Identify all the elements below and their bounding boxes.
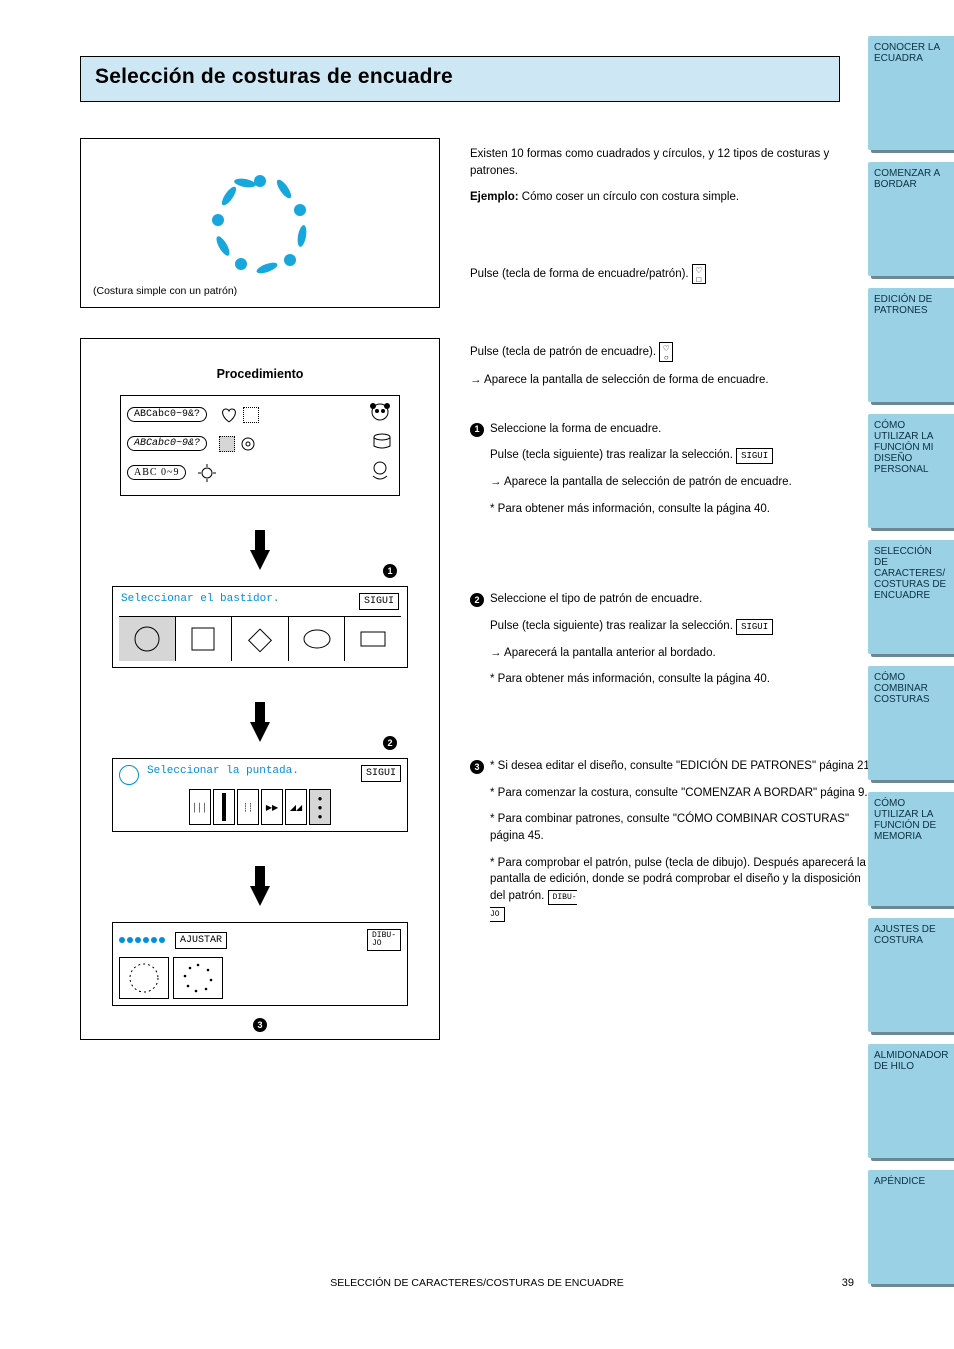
selected-shape-preview-icon (119, 765, 139, 785)
tab-6[interactable]: CÓMO UTILIZAR LA FUNCIÓN DE MEMORIA (868, 792, 954, 906)
preview-caption: (Costura simple con un patrón) (93, 285, 237, 297)
select-stitch-label: Seleccionar la puntada. (147, 765, 299, 777)
frame-key-icon: ♡□ (692, 264, 706, 284)
instruction-1: 1 Seleccione la forma de encuadre. Pulse… (470, 421, 874, 528)
arrow-down-icon (250, 722, 270, 742)
section-title-banner: Selección de costuras de encuadre (80, 56, 840, 102)
shape-oval[interactable] (289, 617, 346, 661)
stitch-2[interactable] (213, 789, 235, 825)
instruction-3: 3 * Si desea editar el diseño, consulte … (470, 758, 874, 931)
tab-7[interactable]: AJUSTES DE COSTURA (868, 918, 954, 1032)
result-option-2[interactable] (173, 957, 223, 999)
gear-icon[interactable] (239, 435, 257, 453)
step-a: Pulse (tecla de forma de encuadre/patrón… (470, 264, 874, 284)
font-button-1[interactable]: ABCabc0~9&? (127, 407, 207, 422)
pattern-preview-box: (Costura simple con un patrón) (80, 138, 440, 308)
draw-button[interactable]: DIBU- JO (367, 929, 401, 951)
heart-icon[interactable] (219, 406, 239, 424)
section-title: Selección de costuras de encuadre (95, 65, 825, 89)
frame-shape-icon[interactable] (243, 407, 259, 423)
screen-select-frame: Seleccionar el bastidor. SIGUI (112, 586, 408, 668)
screen-result: AJUSTAR DIBU- JO (112, 922, 408, 1006)
screen-select-stitch: Seleccionar la puntada. SIGUI │││ ┊┊ ▶▶ … (112, 758, 408, 832)
procedure-title: Procedimiento (99, 367, 421, 381)
instructions-column: Existen 10 formas como cuadrados y círcu… (470, 138, 874, 1040)
stitch-6[interactable]: ●●● (309, 789, 331, 825)
tab-1[interactable]: COMENZAR A BORDAR (868, 162, 954, 276)
tab-8[interactable]: ALMIDONADOR DE HILO (868, 1044, 954, 1158)
tab-9[interactable]: APÉNDICE (868, 1170, 954, 1284)
arrow-down-icon (250, 886, 270, 906)
tab-4[interactable]: SELECCIÓN DE CARACTERES/ COSTURAS DE ENC… (868, 540, 954, 654)
instruction-2: 2 Seleccione el tipo de patrón de encuad… (470, 591, 874, 698)
shape-diamond[interactable] (232, 617, 289, 661)
thread-icon[interactable] (371, 431, 393, 451)
stitch-3[interactable]: ┊┊ (237, 789, 259, 825)
next-button-2[interactable]: SIGUI (361, 765, 401, 782)
stitch-1[interactable]: │││ (189, 789, 211, 825)
arrow-down-icon (250, 550, 270, 570)
next-button-1[interactable]: SIGUI (359, 593, 399, 610)
sun-icon[interactable] (198, 464, 216, 482)
stitch-4[interactable]: ▶▶ (261, 789, 283, 825)
shape-circle[interactable] (119, 617, 176, 661)
intro-text: Existen 10 formas como cuadrados y círcu… (470, 146, 874, 179)
callout-2: 2 (383, 736, 397, 750)
select-frame-label: Seleccionar el bastidor. (121, 593, 279, 605)
tab-0[interactable]: CONOCER LA ECUADRA (868, 36, 954, 150)
inline-sigui-key: SIGUI (736, 619, 773, 635)
font-button-2[interactable]: ABCabc0~9&? (127, 436, 207, 451)
circle-pattern-icon (205, 168, 315, 278)
result-option-1[interactable] (119, 957, 169, 999)
inline-sigui-key: SIGUI (736, 448, 773, 464)
tab-5[interactable]: CÓMO COMBINAR COSTURAS (868, 666, 954, 780)
procedure-box: Procedimiento ABCabc0~9&? A (80, 338, 440, 1040)
stitch-5[interactable]: ◢◢ (285, 789, 307, 825)
example-block: Ejemplo: Cómo coser un círculo con costu… (470, 189, 874, 206)
footer-section: SELECCIÓN DE CARACTERES/COSTURAS DE ENCU… (330, 1277, 623, 1289)
callout-3: 3 (253, 1018, 267, 1032)
pattern-key-icon: ♡○ (659, 342, 673, 362)
tab-3[interactable]: CÓMO UTILIZAR LA FUNCIÓN MI DISEÑO PERSO… (868, 414, 954, 528)
frame-pattern-icon[interactable] (219, 436, 235, 452)
shape-square[interactable] (176, 617, 233, 661)
shape-rect[interactable] (345, 617, 401, 661)
page-number: 39 (842, 1277, 854, 1289)
callout-1: 1 (383, 564, 397, 578)
pattern-dots-icon (119, 937, 165, 943)
font-button-3[interactable]: ABC 0~9 (127, 465, 186, 480)
tab-2[interactable]: EDICIÓN DE PATRONES (868, 288, 954, 402)
character-icon[interactable] (367, 460, 393, 480)
adjust-button[interactable]: AJUSTAR (175, 932, 227, 949)
side-tabs: CONOCER LA ECUADRA COMENZAR A BORDAR EDI… (868, 36, 954, 1284)
step-b: Pulse (tecla de patrón de encuadre). ♡○ (470, 342, 874, 362)
screen-main-menu: ABCabc0~9&? ABCabc0~9&? (120, 395, 400, 496)
step-b-result: → Aparece la pantalla de selección de fo… (470, 372, 874, 389)
panda-icon[interactable] (367, 402, 393, 422)
